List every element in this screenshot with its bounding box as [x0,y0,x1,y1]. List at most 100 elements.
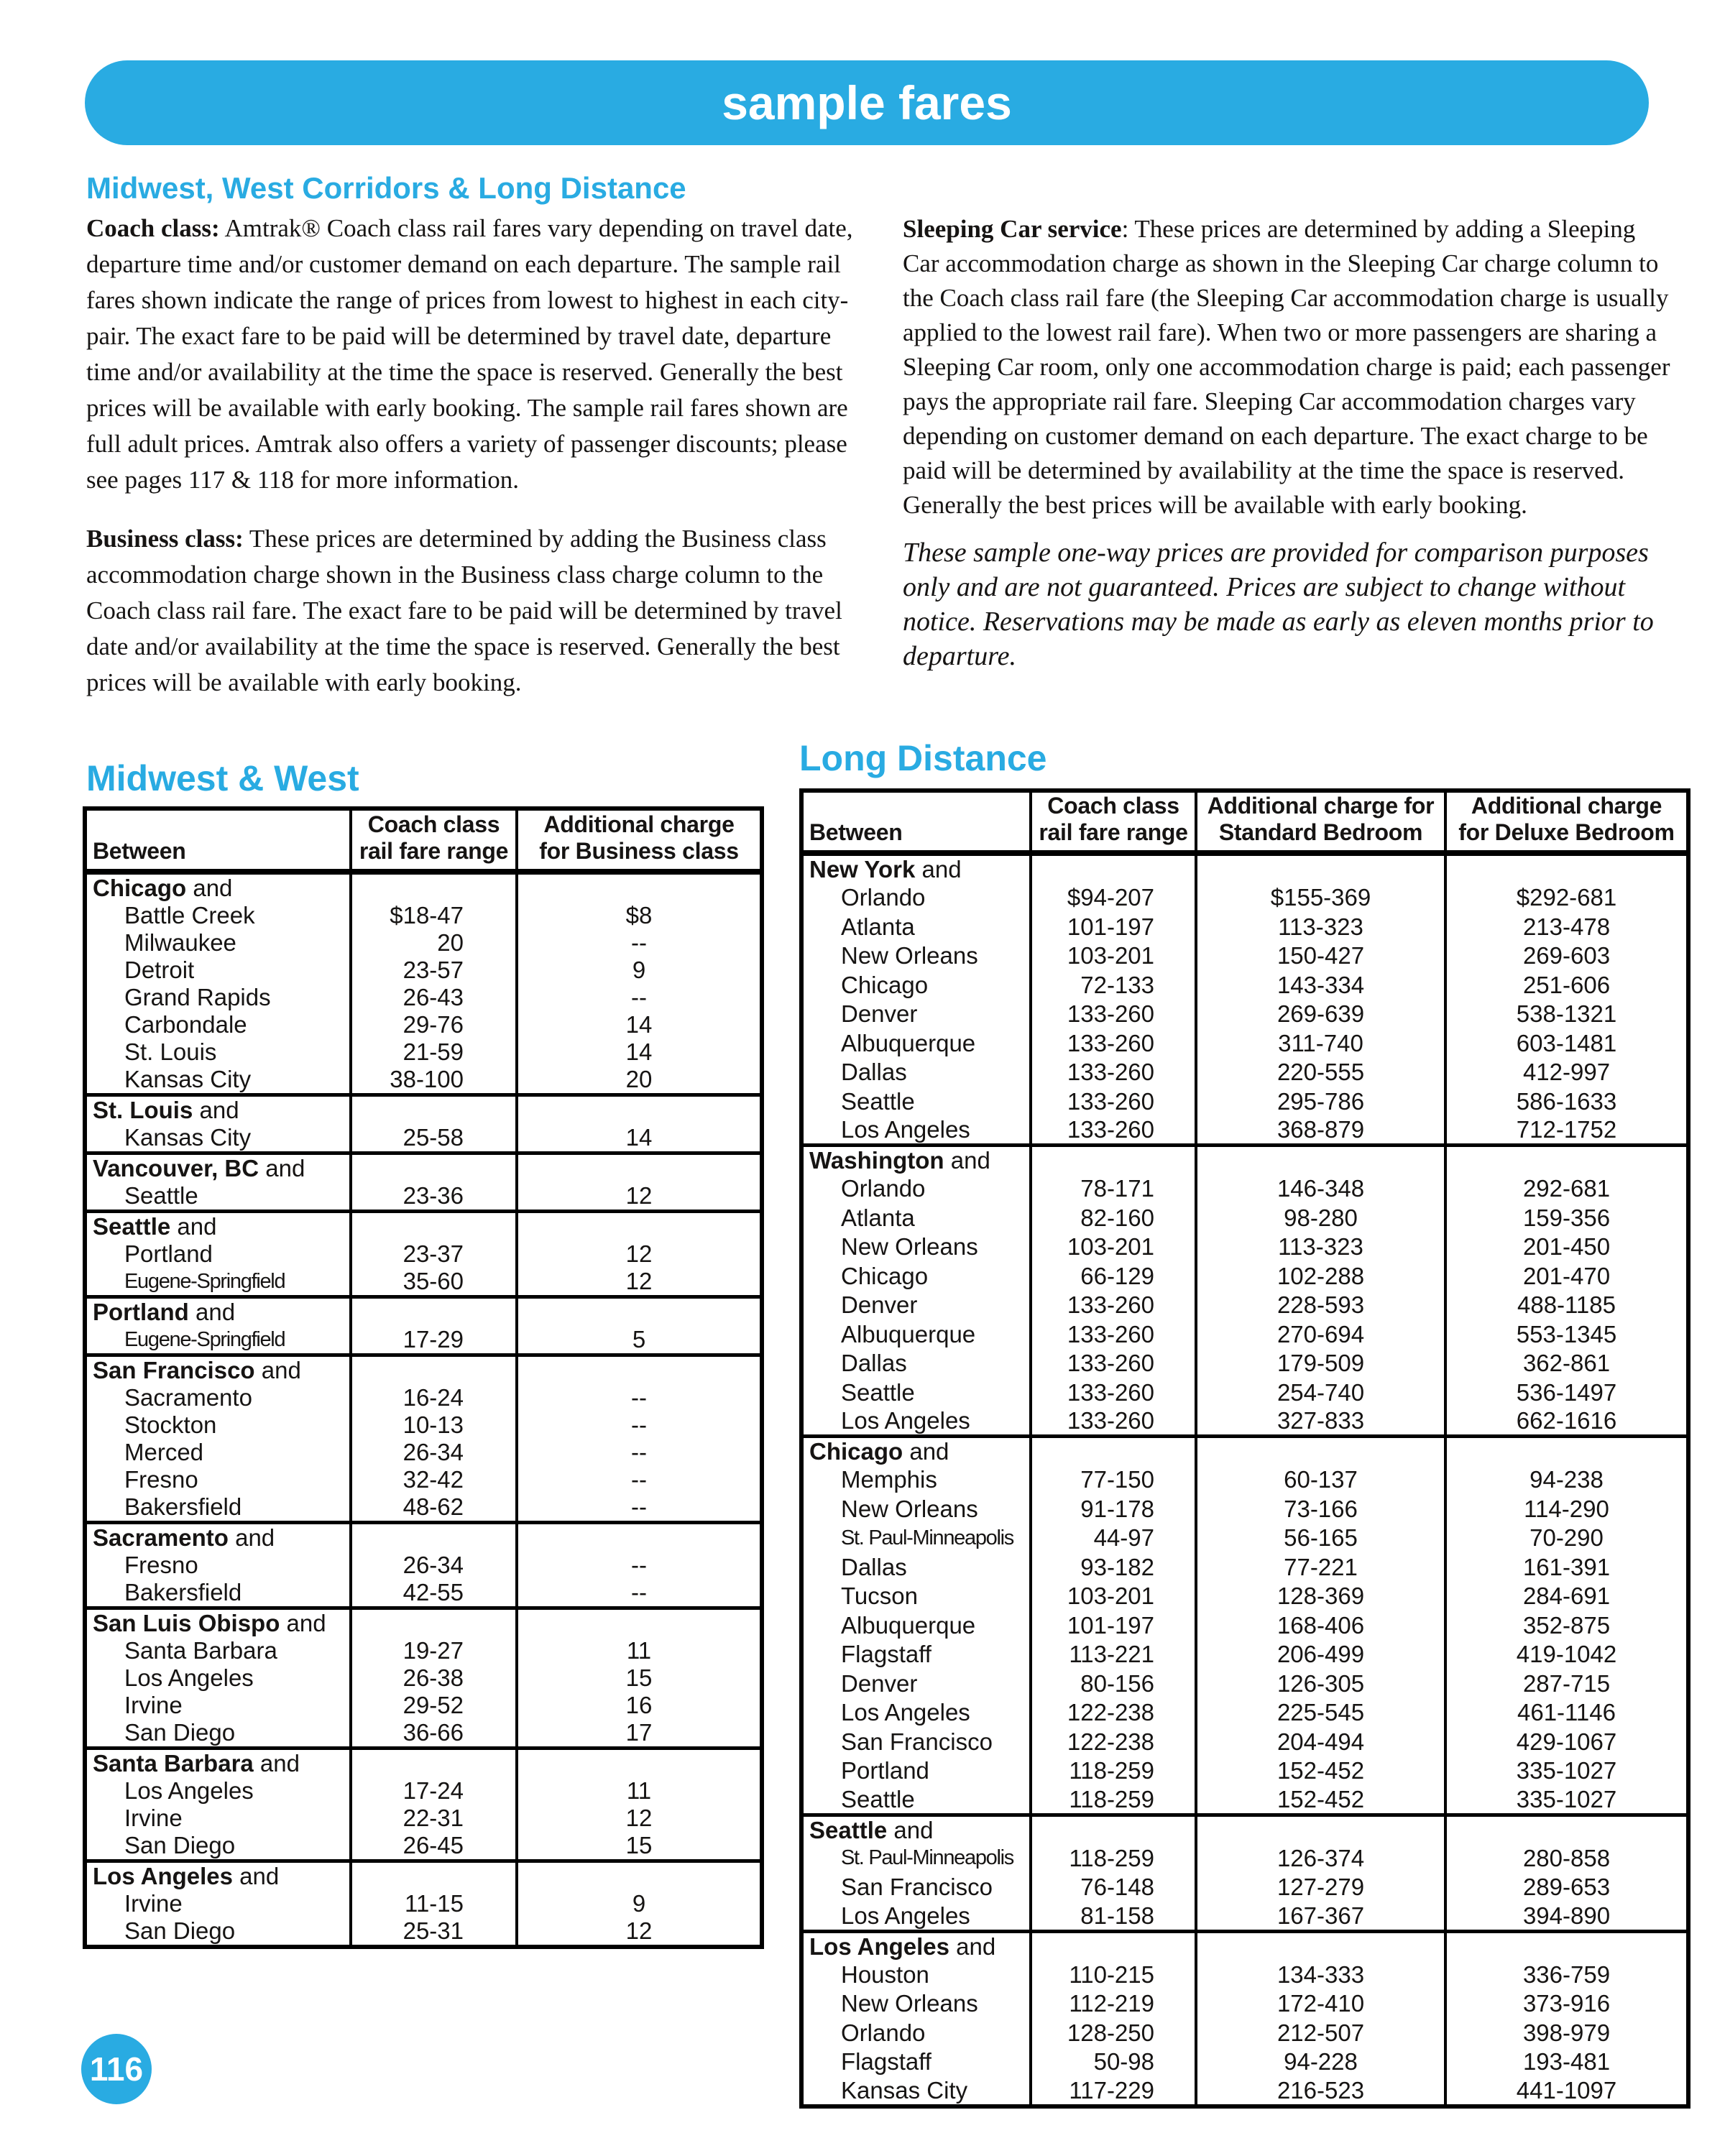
city-cell: Irvine [124,1890,183,1917]
coach-fare-cell: 133-260 [1029,1407,1196,1437]
city-cell: New Orleans [841,1233,978,1261]
business-class-lead: Business class: [86,525,244,553]
charge-cell: -- [515,984,762,1011]
fare-row: Los Angeles 17-24 11 [85,1777,762,1805]
fare-row: Albuquerque 101-197 168-406 352-875 [801,1611,1688,1640]
group-header-row: Seattle and [801,1812,1688,1844]
city-cell: Kansas City [124,1066,252,1092]
coach-fare-cell: 26-34 [349,1552,517,1579]
charge-cell: 280-858 [1444,1843,1688,1873]
charge-cell: 12 [515,1917,762,1947]
coach-fare-cell: 44-97 [1029,1524,1196,1553]
charge-cell: 126-305 [1195,1669,1445,1698]
charge-cell: 94-228 [1195,2047,1445,2077]
fare-row: Dallas 93-182 77-221 161-391 [801,1552,1688,1582]
charge-cell: 373-916 [1444,1989,1688,2019]
fare-row: Carbondale 29-76 14 [85,1011,762,1038]
charge-cell: 225-545 [1195,1698,1445,1728]
fare-row: Flagstaff 50-98 94-228 193-481 [801,2047,1688,2077]
fare-row: Albuquerque 133-260 270-694 553-1345 [801,1319,1688,1349]
group-header-row: Seattle and [85,1210,762,1240]
coach-fare-cell: 36-66 [349,1719,517,1749]
charge-cell: 488-1185 [1444,1291,1688,1320]
coach-fare-cell: 17-24 [349,1777,517,1805]
fare-row: New Orleans 112-219 172-410 373-916 [801,1989,1688,2019]
charge-cell: 201-470 [1444,1261,1688,1291]
group-spacer-cell [1195,1929,1445,1961]
group-spacer-cell [1444,1434,1688,1465]
fare-row: Merced 26-34 -- [85,1439,762,1466]
disclaimer-note: These sample one-way prices are provided… [903,538,1654,671]
fare-row: St. Louis 21-59 14 [85,1038,762,1066]
coach-fare-cell: 76-148 [1029,1873,1196,1902]
paragraph-coach-class: Coach class: Amtrak® Coach class rail fa… [86,211,861,498]
city-cell: Portland [841,1757,929,1784]
charge-cell: 206-499 [1195,1640,1445,1669]
sleeping-car-lead: Sleeping Car service [903,215,1122,243]
group-spacer-cell [515,1859,762,1890]
coach-fare-cell: 91-178 [1029,1494,1196,1524]
coach-fare-cell: 26-34 [349,1439,517,1466]
table-header-row: Between Coach class rail fare range Additi… [85,808,762,875]
fare-row: New Orleans 103-201 150-427 269-603 [801,941,1688,971]
charge-cell: 335-1027 [1444,1785,1688,1815]
business-class-text: These prices are determined by adding th… [86,525,842,696]
group-spacer-cell [515,1521,762,1552]
group-city-cell: New York and [801,851,1031,883]
city-cell: Chicago [841,1262,929,1289]
fare-row: San Diego 25-31 12 [85,1917,762,1947]
charge-cell: 220-555 [1195,1058,1445,1087]
group-header-row: Portland and [85,1295,762,1326]
fare-row: Portland 118-259 152-452 335-1027 [801,1756,1688,1786]
charge-cell: 113-323 [1195,1233,1445,1262]
coach-class-lead: Coach class: [86,214,220,242]
city-cell: Flagstaff [841,2048,932,2076]
fare-row: Fresno 26-34 -- [85,1552,762,1579]
coach-fare-cell: 133-260 [1029,1028,1196,1058]
charge-cell: 114-290 [1444,1494,1688,1524]
charge-cell: 16 [515,1692,762,1719]
column-header: Coach class rail fare range [349,808,517,875]
group-spacer-cell [515,1606,762,1637]
charge-cell: 292-681 [1444,1174,1688,1204]
charge-cell: 9 [515,1890,762,1917]
city-cell: Los Angeles [841,1116,970,1143]
coach-fare-cell: 72-133 [1029,970,1196,1000]
coach-fare-cell: 26-43 [349,984,517,1011]
fare-row: Los Angeles 81-158 167-367 394-890 [801,1902,1688,1931]
group-city-cell: Portland and [85,1295,351,1326]
city-cell: Bakersfield [124,1493,242,1520]
coach-fare-cell: 50-98 [1029,2047,1196,2077]
city-cell: Orlando [841,2019,926,2046]
charge-cell: -- [515,1579,762,1608]
group-spacer-cell [1195,1434,1445,1465]
group-spacer-cell [1195,851,1445,883]
group-header-row: Chicago and [801,1434,1688,1465]
column-header: Additional charge for Standard Bedroom [1195,791,1445,856]
column-header: Coach class rail fare range [1029,791,1196,856]
charge-cell: 553-1345 [1444,1319,1688,1349]
group-city-cell: Santa Barbara and [85,1746,351,1777]
group-header-row: New York and [801,851,1688,883]
charge-cell: 14 [515,1124,762,1153]
city-cell: Sacramento [124,1384,252,1411]
city-cell: St. Louis [124,1038,217,1065]
city-cell: Santa Barbara [124,1637,277,1664]
charge-cell: 98-280 [1195,1203,1445,1233]
city-cell: Los Angeles [841,1407,970,1434]
charge-cell: 73-166 [1195,1494,1445,1524]
city-cell: New Orleans [841,942,978,969]
city-cell: Milwaukee [124,929,236,956]
coach-fare-cell: 32-42 [349,1466,517,1493]
city-cell: Kansas City [124,1124,252,1151]
charge-cell: 662-1616 [1444,1407,1688,1437]
coach-fare-cell: 23-37 [349,1240,517,1268]
city-cell: Orlando [841,884,926,911]
fare-row: St. Paul-Minneapolis 44-97 56-165 70-290 [801,1524,1688,1553]
charge-cell: 94-238 [1444,1465,1688,1495]
group-header-row: Los Angeles and [801,1929,1688,1961]
fare-row: Los Angeles 133-260 327-833 662-1616 [801,1407,1688,1437]
city-cell: San Diego [124,1917,236,1944]
coach-fare-cell: 29-76 [349,1011,517,1038]
group-city-cell: Sacramento and [85,1521,351,1552]
